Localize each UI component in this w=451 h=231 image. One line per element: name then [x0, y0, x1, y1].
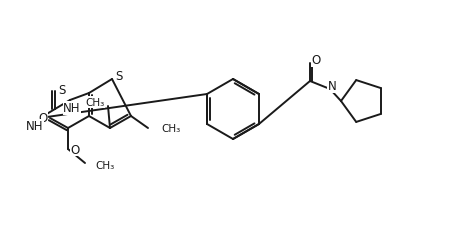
Text: CH₃: CH₃	[85, 97, 104, 108]
Text: O: O	[38, 112, 47, 125]
Text: O: O	[70, 143, 79, 156]
Text: NH: NH	[63, 102, 81, 115]
Text: S: S	[58, 83, 65, 96]
Text: NH: NH	[26, 120, 44, 133]
Text: CH₃: CH₃	[161, 123, 180, 134]
Text: S: S	[115, 70, 122, 83]
Text: N: N	[327, 80, 336, 93]
Text: CH₃: CH₃	[95, 160, 114, 170]
Text: O: O	[311, 54, 320, 67]
